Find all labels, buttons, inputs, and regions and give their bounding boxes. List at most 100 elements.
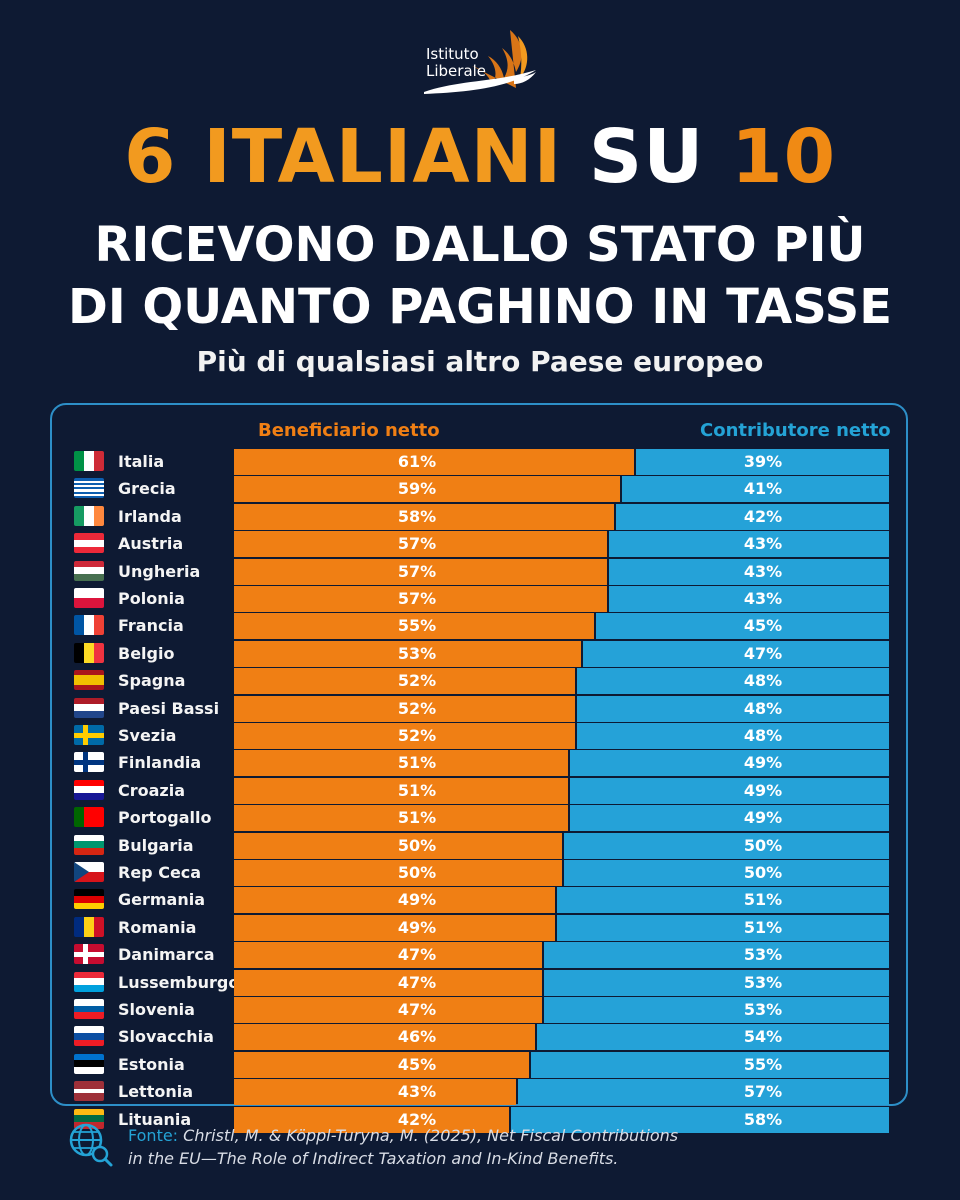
beneficiario-value-label: 55%: [397, 616, 437, 636]
headline-part-1: 6 ITALIANI: [123, 114, 563, 200]
source-label: Fonte:: [128, 1126, 179, 1145]
contributore-value-label: 49%: [743, 780, 783, 800]
contributore-bar: [543, 997, 889, 1023]
romania-flag-icon: [74, 916, 104, 937]
source-citation: Fonte: Christl, M. & Köppl-Turyna, M. (2…: [128, 1124, 748, 1170]
hungary-flag-icon: [74, 560, 104, 581]
contributore-bar: [563, 860, 889, 886]
netherlands-flag-icon: [74, 697, 104, 718]
contributore-value-label: 49%: [743, 808, 783, 828]
contributore-value-label: 47%: [743, 643, 783, 663]
contributore-value-label: 53%: [743, 1000, 783, 1019]
country-label: Slovenia: [118, 1000, 195, 1019]
chart-row: Romania 49% 51%: [0, 914, 960, 941]
beneficiario-value-label: 45%: [397, 1054, 437, 1074]
beneficiario-bar: [234, 586, 608, 612]
ireland-flag-icon: [74, 505, 104, 526]
austria-flag-icon: [74, 533, 104, 554]
contributore-bar: [517, 1079, 889, 1106]
country-label: Paesi Bassi: [118, 698, 220, 718]
beneficiario-bar: [234, 750, 569, 777]
contributore-bar: [556, 914, 889, 941]
country-label: Lussemburgo: [118, 972, 240, 992]
beneficiario-bar: [234, 531, 608, 558]
contributore-value-label: 42%: [743, 506, 783, 526]
beneficiario-value-label: 47%: [397, 945, 437, 965]
beneficiario-value-label: 52%: [397, 726, 437, 745]
contributore-value-label: 48%: [743, 671, 783, 691]
beneficiario-value-label: 51%: [397, 808, 437, 828]
chart-row: Slovenia 47% 53%: [0, 997, 960, 1023]
france-flag-icon: [74, 615, 104, 636]
contributore-bar: [563, 832, 889, 859]
germany-flag-icon: [74, 889, 104, 910]
globe-search-icon: [69, 1123, 113, 1167]
spain-flag-icon: [74, 670, 104, 691]
poland-flag-icon: [74, 588, 104, 608]
beneficiario-value-label: 61%: [397, 452, 437, 471]
country-label: Finlandia: [118, 753, 202, 773]
beneficiario-value-label: 50%: [397, 863, 437, 882]
chart-row: Belgio 53% 47%: [0, 640, 960, 667]
contributore-bar: [556, 887, 889, 914]
contributore-value-label: 39%: [743, 452, 783, 471]
beneficiario-bar: [234, 558, 608, 585]
chart-row: Rep Ceca 50% 50%: [0, 860, 960, 886]
chart-row: Spagna 52% 48%: [0, 668, 960, 695]
contributore-bar: [635, 449, 889, 475]
beneficiario-bar: [234, 476, 621, 503]
beneficiario-bar: [234, 1051, 529, 1078]
chart-row: Svezia 52% 48%: [0, 723, 960, 749]
beneficiario-bar: [234, 503, 614, 530]
contributore-value-label: 41%: [743, 479, 783, 499]
country-label: Spagna: [118, 671, 186, 691]
chart-row: Ungheria 57% 43%: [0, 558, 960, 585]
belgium-flag-icon: [74, 642, 104, 663]
country-label: Slovacchia: [118, 1027, 214, 1047]
country-label: Belgio: [118, 643, 175, 663]
country-label: Grecia: [118, 479, 176, 499]
beneficiario-bar: [234, 832, 562, 859]
beneficiario-bar: [234, 997, 542, 1023]
beneficiario-bar: [234, 695, 575, 722]
country-label: Danimarca: [118, 945, 215, 965]
headline-secondary: RICEVONO DALLO STATO PIÙ DI QUANTO PAGHI…: [0, 214, 960, 338]
czechia-flag-icon: [74, 862, 104, 882]
contributore-bar: [576, 695, 889, 722]
logo-line-2: Liberale: [426, 62, 487, 80]
headline-part-3: 10: [731, 114, 837, 200]
chart-row: Danimarca 47% 53%: [0, 942, 960, 969]
headline-line-2: RICEVONO DALLO STATO PIÙ: [94, 217, 866, 273]
beneficiario-value-label: 58%: [397, 506, 437, 526]
beneficiario-bar: [234, 777, 569, 804]
contributore-bar: [543, 969, 889, 996]
contributore-value-label: 50%: [743, 835, 783, 855]
beneficiario-value-label: 47%: [397, 972, 437, 992]
chart-row: Irlanda 58% 42%: [0, 503, 960, 530]
contributore-bar: [609, 586, 889, 612]
contributore-value-label: 43%: [743, 534, 783, 554]
beneficiario-bar: [234, 805, 569, 832]
beneficiario-value-label: 46%: [397, 1027, 437, 1047]
chart-row: Italia 61% 39%: [0, 449, 960, 475]
beneficiario-bar: [234, 942, 542, 969]
logo: Istituto Liberale: [418, 22, 548, 102]
beneficiario-bar: [234, 668, 575, 695]
contributore-bar: [615, 503, 889, 530]
beneficiario-bar: [234, 969, 542, 996]
beneficiario-bar: [234, 1079, 516, 1106]
contributore-bar: [576, 668, 889, 695]
slovakia-flag-icon: [74, 1026, 104, 1047]
contributore-value-label: 49%: [743, 753, 783, 773]
beneficiario-bar: [234, 914, 555, 941]
beneficiario-value-label: 43%: [397, 1082, 437, 1102]
contributore-bar: [583, 640, 889, 667]
finland-flag-icon: [74, 752, 104, 773]
chart-row: Polonia 57% 43%: [0, 586, 960, 612]
chart-row: Slovacchia 46% 54%: [0, 1024, 960, 1051]
headline-line-3: DI QUANTO PAGHINO IN TASSE: [67, 279, 892, 335]
country-label: Rep Ceca: [118, 863, 202, 882]
legend-beneficiario: Beneficiario netto: [258, 420, 440, 441]
contributore-value-label: 51%: [743, 890, 783, 910]
country-label: Estonia: [118, 1054, 185, 1074]
